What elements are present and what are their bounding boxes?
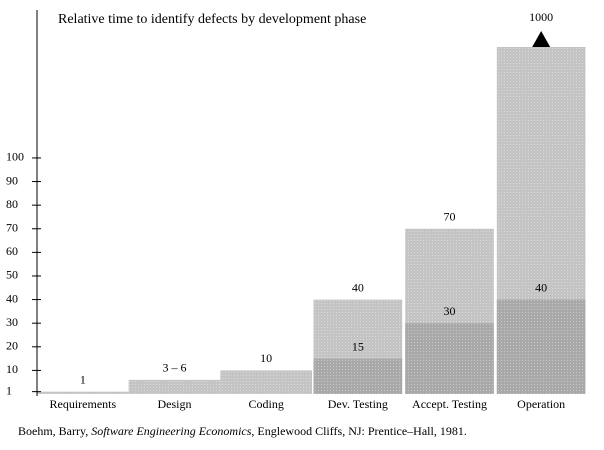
citation-author: Boehm, Barry, — [18, 424, 91, 438]
value-label: 3 – 6 — [163, 361, 187, 375]
y-tick-label: 100 — [6, 150, 24, 164]
y-tick-label: 60 — [6, 244, 18, 258]
value-label: 1000 — [529, 10, 553, 24]
chart-title: Relative time to identify defects by dev… — [58, 12, 366, 27]
value-label: 40 — [535, 280, 547, 294]
x-tick-label: Requirements — [50, 397, 117, 411]
x-tick-label: Accept. Testing — [412, 397, 487, 411]
y-tick-label: 30 — [6, 315, 18, 329]
x-tick-label: Design — [158, 397, 192, 411]
y-tick-label: 70 — [6, 221, 18, 235]
x-tick-label: Dev. Testing — [328, 397, 388, 411]
y-tick-label: 40 — [6, 291, 18, 305]
y-tick-label: 80 — [6, 197, 18, 211]
overflow-arrow — [532, 31, 551, 47]
value-label: 70 — [444, 210, 456, 224]
value-label: 15 — [352, 339, 364, 353]
y-tick-label: 10 — [6, 362, 18, 376]
citation-publisher: , Englewood Cliffs, NJ: Prentice–Hall, 1… — [251, 424, 466, 438]
bar-texture — [496, 299, 586, 394]
citation: Boehm, Barry, Software Engineering Econo… — [18, 424, 467, 438]
y-tick-label: 1 — [6, 383, 12, 397]
value-label: 10 — [260, 351, 272, 365]
bars — [37, 47, 586, 394]
bar-texture — [128, 379, 221, 394]
value-label: 40 — [352, 280, 364, 294]
value-label: 30 — [444, 304, 456, 318]
value-label: 1 — [80, 372, 86, 386]
y-tick-label: 90 — [6, 173, 18, 187]
bar-texture — [405, 323, 494, 394]
bar-texture — [313, 358, 403, 394]
bar-texture — [220, 370, 312, 394]
x-tick-label: Coding — [248, 397, 283, 411]
citation-work: Software Engineering Economics — [91, 424, 252, 438]
x-tick-label: Operation — [517, 397, 565, 411]
y-tick-label: 20 — [6, 339, 18, 353]
bar-texture — [37, 391, 129, 394]
y-tick-label: 50 — [6, 268, 18, 282]
